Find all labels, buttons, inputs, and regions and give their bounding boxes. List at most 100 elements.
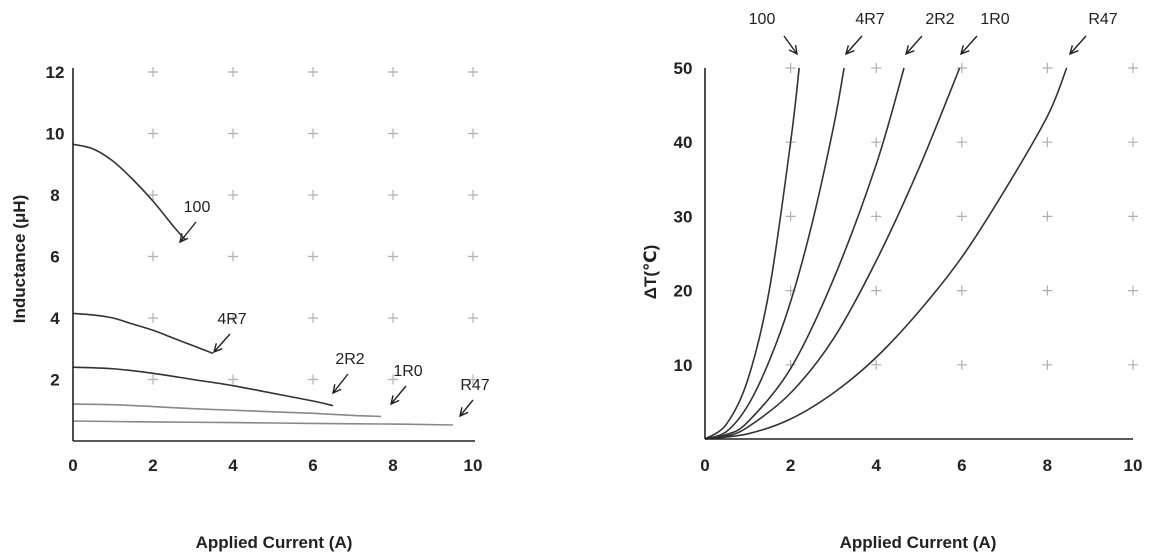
series-line-2r2: [704, 67, 905, 440]
grid-plus-marker: [228, 374, 238, 385]
x-tick-label: 0: [700, 456, 709, 475]
grid-plus-marker: [148, 313, 158, 323]
x-tick-labels: 0 2 4 6 8 10: [68, 456, 482, 475]
grid-plus-marker: [148, 374, 158, 385]
series-line-100: [704, 67, 800, 440]
grid-plus-marker: [148, 190, 158, 200]
grid-plus-marker: [308, 251, 318, 262]
x-tick-label: 2: [786, 456, 795, 475]
x-tick-label: 6: [957, 456, 966, 475]
curve-label-1r0: 1R0: [980, 11, 1009, 28]
grid-plus-marker: [956, 137, 967, 148]
arrow-icon: [212, 333, 231, 354]
curve-label-4r7: 4R7: [855, 11, 884, 28]
grid-plus-marker: [388, 128, 398, 139]
y-tick-label: 12: [46, 63, 65, 82]
y-tick-label: 40: [674, 133, 693, 152]
arrow-icon: [844, 35, 863, 56]
y-tick-label: 10: [46, 125, 65, 144]
y-axis-title: ΔT(℃): [641, 245, 660, 300]
grid-plus-marker: [1128, 359, 1138, 370]
grid-plus-marker: [468, 128, 478, 139]
series-line-r47: [704, 67, 1068, 440]
x-tick-label: 10: [464, 456, 483, 475]
arrow-icon: [459, 399, 474, 418]
grid-plus-marker: [228, 251, 238, 262]
grid-plus-marker: [1128, 285, 1138, 296]
series-line-4r7: [704, 67, 845, 440]
curve-label-4r7: 4R7: [217, 311, 246, 328]
curve-label-100: 100: [749, 11, 776, 28]
x-tick-label: 8: [388, 456, 397, 475]
curve-labels: 100 4R7 2R2 1R0 R47: [179, 199, 490, 418]
arrow-icon: [1068, 35, 1087, 56]
grid-plus-marker: [1128, 63, 1138, 73]
grid-plus-marker: [785, 211, 796, 222]
grid-plus-marker: [1042, 211, 1053, 222]
grid-plus-marker: [785, 63, 796, 73]
grid-plus-marker: [1128, 137, 1138, 148]
grid-plus-marker: [871, 285, 882, 296]
y-tick-label: 10: [674, 356, 693, 375]
grid-plus-marker: [388, 67, 398, 77]
grid-plus-marker: [148, 67, 158, 77]
x-tick-label: 8: [1043, 456, 1052, 475]
y-axis-title: Inductance (μH): [10, 195, 29, 323]
curve-labels: 100 4R7 2R2 1R0 R47: [749, 11, 1118, 56]
grid-plus-marker: [308, 67, 318, 77]
x-tick-label: 4: [871, 456, 881, 475]
grid-markers: [148, 67, 478, 385]
y-tick-label: 30: [674, 207, 693, 226]
x-axis-title: Applied Current (A): [840, 533, 997, 552]
y-tick-label: 2: [50, 371, 59, 390]
curve-label-1r0: 1R0: [393, 363, 422, 380]
grid-plus-marker: [468, 190, 478, 200]
x-tick-label: 0: [68, 456, 77, 475]
x-tick-labels: 0 2 4 6 8 10: [700, 456, 1142, 475]
curves: [704, 67, 1068, 440]
grid-plus-marker: [388, 313, 398, 323]
x-tick-label: 6: [308, 456, 317, 475]
grid-plus-marker: [228, 313, 238, 323]
grid-plus-marker: [956, 63, 967, 73]
grid-plus-marker: [308, 128, 318, 139]
y-tick-label: 50: [674, 59, 693, 78]
arrow-icon: [332, 373, 349, 395]
grid-plus-marker: [388, 374, 398, 385]
y-tick-labels: 2 4 6 8 10 12: [46, 63, 65, 390]
curve-label-r47: R47: [460, 377, 489, 394]
series-line-100: [72, 143, 186, 241]
grid-plus-marker: [1042, 63, 1053, 73]
curve-label-r47: R47: [1088, 11, 1117, 28]
grid-plus-marker: [468, 374, 478, 385]
x-axis-title: Applied Current (A): [196, 533, 353, 552]
grid-plus-marker: [148, 251, 158, 262]
series-line-4r7: [72, 312, 214, 355]
grid-plus-marker: [228, 67, 238, 77]
grid-plus-marker: [308, 374, 318, 385]
curve-label-2r2: 2R2: [335, 351, 364, 368]
x-tick-label: 4: [228, 456, 238, 475]
series-line-2r2: [72, 366, 334, 407]
arrow-icon: [389, 385, 407, 406]
series-line-1r0: [72, 403, 382, 418]
grid-plus-marker: [1128, 211, 1138, 222]
grid-plus-marker: [228, 128, 238, 139]
y-tick-labels: 10 20 30 40 50: [674, 59, 693, 375]
grid-plus-marker: [871, 359, 882, 370]
y-tick-label: 20: [674, 282, 693, 301]
grid-plus-marker: [1042, 137, 1053, 148]
series-line-r47: [72, 420, 454, 426]
grid-plus-marker: [956, 359, 967, 370]
arrow-icon: [179, 221, 197, 244]
grid-plus-marker: [388, 251, 398, 262]
x-tick-label: 10: [1124, 456, 1143, 475]
grid-plus-marker: [956, 285, 967, 296]
y-tick-label: 8: [50, 186, 59, 205]
curves: [72, 143, 454, 426]
arrow-icon: [783, 35, 798, 56]
grid-plus-marker: [468, 67, 478, 77]
grid-plus-marker: [308, 190, 318, 200]
y-tick-label: 4: [50, 309, 60, 328]
